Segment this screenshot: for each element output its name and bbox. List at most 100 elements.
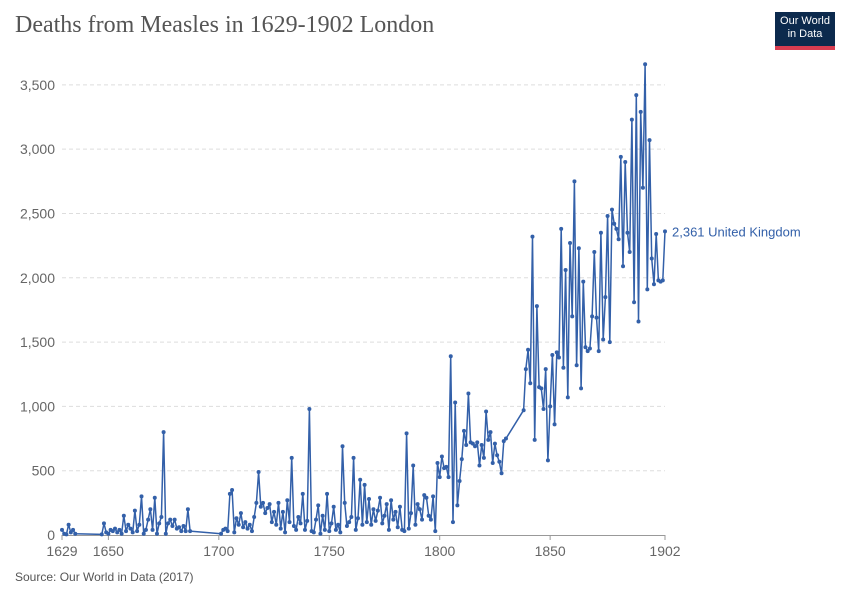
data-point[interactable]	[411, 463, 416, 468]
data-point[interactable]	[360, 522, 365, 527]
data-point[interactable]	[113, 526, 118, 531]
data-point[interactable]	[267, 502, 272, 507]
data-point[interactable]	[322, 527, 327, 532]
data-point[interactable]	[548, 404, 553, 409]
data-point[interactable]	[128, 526, 133, 531]
data-point[interactable]	[185, 507, 190, 512]
data-point[interactable]	[503, 436, 508, 441]
data-point[interactable]	[256, 469, 261, 474]
data-point[interactable]	[150, 527, 155, 532]
data-point[interactable]	[371, 507, 376, 512]
data-point[interactable]	[124, 529, 129, 534]
data-point[interactable]	[137, 522, 142, 527]
data-point[interactable]	[73, 531, 78, 536]
data-point[interactable]	[71, 527, 76, 532]
data-point[interactable]	[621, 264, 626, 269]
data-point[interactable]	[614, 226, 619, 231]
data-point[interactable]	[241, 525, 246, 530]
data-point[interactable]	[126, 522, 131, 527]
data-point[interactable]	[431, 494, 436, 499]
data-point[interactable]	[181, 523, 186, 528]
data-point[interactable]	[477, 463, 482, 468]
data-point[interactable]	[183, 529, 188, 534]
data-point[interactable]	[428, 517, 433, 522]
data-point[interactable]	[384, 502, 389, 507]
data-point[interactable]	[457, 478, 462, 483]
data-point[interactable]	[397, 504, 402, 509]
data-point[interactable]	[380, 521, 385, 526]
data-point[interactable]	[590, 314, 595, 319]
data-point[interactable]	[232, 530, 237, 535]
data-point[interactable]	[60, 527, 64, 532]
data-point[interactable]	[340, 444, 345, 449]
data-point[interactable]	[545, 458, 550, 463]
data-point[interactable]	[143, 527, 148, 532]
data-point[interactable]	[453, 400, 458, 405]
data-point[interactable]	[618, 154, 623, 159]
data-point[interactable]	[616, 237, 621, 242]
data-point[interactable]	[300, 491, 305, 496]
data-point[interactable]	[634, 93, 639, 98]
data-point[interactable]	[532, 437, 537, 442]
data-point[interactable]	[66, 522, 71, 527]
data-point[interactable]	[643, 62, 648, 67]
data-point[interactable]	[285, 498, 290, 503]
data-point[interactable]	[132, 508, 137, 513]
data-point[interactable]	[462, 428, 466, 433]
data-point[interactable]	[163, 531, 168, 536]
data-point[interactable]	[645, 287, 650, 292]
data-point[interactable]	[375, 508, 380, 513]
data-point[interactable]	[404, 431, 409, 436]
data-point[interactable]	[265, 505, 270, 510]
data-point[interactable]	[362, 482, 367, 487]
data-point[interactable]	[647, 138, 652, 143]
data-point[interactable]	[393, 509, 398, 514]
data-point[interactable]	[325, 491, 330, 496]
data-point[interactable]	[333, 527, 338, 532]
data-point[interactable]	[499, 471, 504, 476]
data-point[interactable]	[298, 521, 303, 526]
data-point[interactable]	[261, 500, 265, 505]
data-point[interactable]	[342, 500, 347, 505]
data-point[interactable]	[651, 282, 656, 287]
data-point[interactable]	[106, 531, 111, 536]
data-point[interactable]	[435, 460, 440, 465]
data-point[interactable]	[550, 352, 555, 357]
data-point[interactable]	[523, 367, 528, 372]
data-point[interactable]	[654, 232, 659, 237]
data-point[interactable]	[225, 529, 230, 534]
data-point[interactable]	[101, 521, 106, 526]
data-point[interactable]	[486, 437, 491, 442]
data-point[interactable]	[99, 532, 104, 537]
data-point[interactable]	[556, 355, 561, 360]
data-point[interactable]	[367, 496, 372, 501]
data-point[interactable]	[570, 314, 575, 319]
data-point[interactable]	[660, 278, 665, 283]
data-point[interactable]	[495, 453, 500, 458]
data-point[interactable]	[473, 444, 478, 449]
data-point[interactable]	[481, 455, 486, 460]
data-point[interactable]	[305, 518, 310, 523]
data-point[interactable]	[638, 109, 643, 114]
data-point[interactable]	[576, 246, 581, 251]
data-point[interactable]	[663, 229, 667, 234]
data-point[interactable]	[238, 511, 243, 516]
data-point[interactable]	[490, 460, 495, 465]
data-point[interactable]	[177, 525, 182, 530]
data-point[interactable]	[528, 381, 533, 386]
data-point[interactable]	[426, 513, 431, 518]
series-united-kingdom[interactable]	[60, 62, 667, 537]
data-point[interactable]	[254, 500, 259, 505]
data-point[interactable]	[424, 495, 429, 500]
data-point[interactable]	[433, 529, 438, 534]
data-point[interactable]	[594, 315, 599, 320]
data-point[interactable]	[592, 250, 597, 255]
data-point[interactable]	[521, 408, 526, 413]
data-point[interactable]	[492, 441, 497, 446]
data-point[interactable]	[154, 531, 159, 536]
data-point[interactable]	[307, 406, 312, 411]
data-point[interactable]	[274, 522, 279, 527]
data-point[interactable]	[349, 514, 354, 519]
data-point[interactable]	[179, 529, 184, 534]
data-point[interactable]	[378, 495, 383, 500]
